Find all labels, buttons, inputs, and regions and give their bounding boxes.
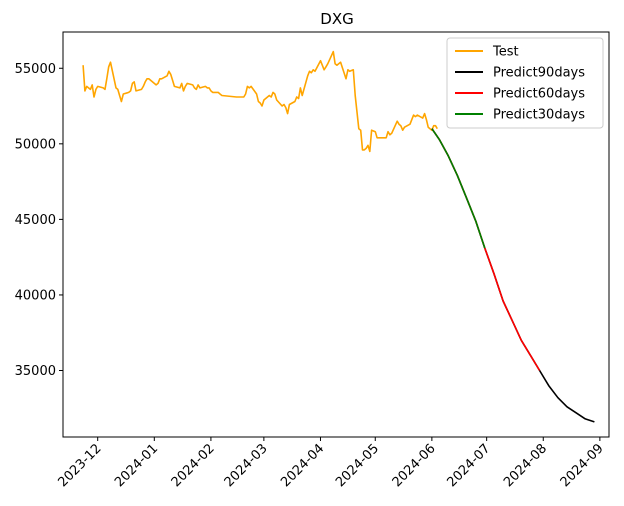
- legend-label-predict60days: Predict60days: [493, 87, 585, 102]
- y-tick-label: 40000: [15, 288, 56, 303]
- legend: Test Predict90days Predict60days Predict30d…: [446, 37, 604, 129]
- legend-box: [446, 37, 604, 129]
- y-tick-label: 50000: [15, 137, 56, 152]
- series-line-predict30days: [431, 128, 486, 249]
- y-tick-label: 55000: [15, 62, 56, 77]
- y-tick-label: 45000: [15, 213, 56, 228]
- legend-label-predict90days: Predict90days: [493, 66, 585, 81]
- plot-frame: [62, 31, 610, 438]
- series-line-test: [82, 50, 438, 153]
- y-tick-label: 35000: [15, 364, 56, 379]
- chart-title: DXG: [320, 10, 353, 28]
- legend-label-predict30days: Predict30days: [493, 108, 585, 123]
- series-layer: [82, 50, 595, 423]
- legend-label-test: Test: [492, 45, 519, 60]
